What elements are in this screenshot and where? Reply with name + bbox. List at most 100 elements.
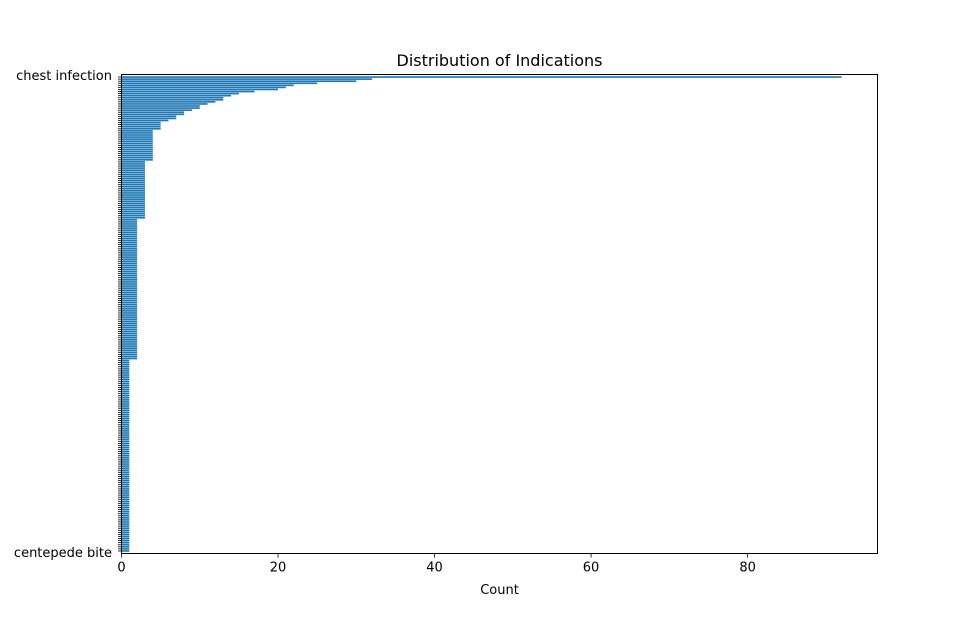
bar [121, 109, 192, 111]
bar [121, 320, 138, 323]
bar [121, 223, 138, 225]
bar [121, 448, 130, 451]
bar [121, 405, 130, 407]
bar [121, 336, 138, 339]
bar [121, 463, 130, 465]
bar [121, 473, 130, 476]
bar [121, 281, 138, 283]
bar [121, 134, 153, 136]
bar [121, 250, 138, 252]
bar [121, 270, 138, 273]
bar [121, 332, 138, 335]
bar [121, 219, 138, 221]
bar [121, 444, 130, 447]
bar [121, 378, 130, 381]
bar [121, 384, 130, 387]
bar [121, 198, 145, 200]
bar [121, 500, 130, 503]
bar [121, 529, 130, 532]
x-tick-label: 0 [117, 561, 125, 576]
bars [121, 76, 842, 552]
bar [121, 115, 177, 118]
bar [121, 225, 138, 227]
bar [121, 508, 130, 511]
bar [121, 517, 130, 519]
bar [121, 98, 224, 101]
bar [121, 535, 130, 538]
bar [121, 326, 138, 329]
bar [121, 202, 145, 205]
bar [121, 527, 130, 530]
bar [121, 78, 372, 80]
bar [121, 101, 216, 103]
bar [121, 417, 130, 420]
bar [121, 243, 138, 246]
bar [121, 113, 185, 116]
bar [121, 531, 130, 534]
bar [121, 548, 130, 550]
bar [121, 328, 138, 331]
bar [121, 355, 138, 358]
bar [121, 537, 130, 540]
bar [121, 94, 232, 97]
x-tick-label: 20 [270, 561, 287, 576]
bar [121, 450, 130, 453]
bar [121, 469, 130, 472]
bar [121, 252, 138, 254]
bar [121, 411, 130, 414]
bar [121, 432, 130, 434]
bar [121, 291, 138, 294]
bar [121, 492, 130, 494]
bar [121, 361, 130, 364]
bar [121, 84, 294, 87]
bar [121, 512, 130, 515]
bar [121, 310, 138, 312]
bar [121, 117, 177, 120]
bar [121, 479, 130, 482]
bar [121, 150, 153, 153]
bar [121, 241, 138, 244]
bar [121, 266, 138, 269]
bar [121, 543, 130, 546]
bar [121, 80, 357, 83]
bar [121, 467, 130, 470]
x-axis-label: Count [480, 583, 519, 598]
bar [121, 208, 145, 211]
x-axis-ticks: 0 20 40 60 80 [117, 553, 756, 576]
bar [121, 214, 145, 217]
bar [121, 175, 145, 178]
bar [121, 173, 145, 176]
bar [121, 465, 130, 467]
bar [121, 299, 138, 302]
bar [121, 262, 138, 265]
bar [121, 210, 145, 213]
bar [121, 305, 138, 308]
bar [121, 488, 130, 490]
bar [121, 502, 130, 505]
bar [121, 196, 145, 198]
bar [121, 368, 130, 370]
bar [121, 111, 185, 114]
bar [121, 169, 145, 171]
bar [121, 185, 145, 188]
bar [121, 471, 130, 474]
bar [121, 216, 145, 219]
bar [121, 200, 145, 203]
bar [121, 380, 130, 383]
bar [121, 496, 130, 498]
bar [121, 514, 130, 517]
bar [121, 194, 145, 196]
bar [121, 130, 153, 132]
bar [121, 88, 279, 91]
bar [121, 260, 138, 263]
bar [121, 388, 130, 391]
bar [121, 485, 130, 488]
bar [121, 475, 130, 478]
bar [121, 322, 138, 325]
bar [121, 144, 153, 147]
bar [121, 533, 130, 536]
bar [121, 92, 239, 95]
bar [121, 123, 161, 126]
bar [121, 477, 130, 480]
